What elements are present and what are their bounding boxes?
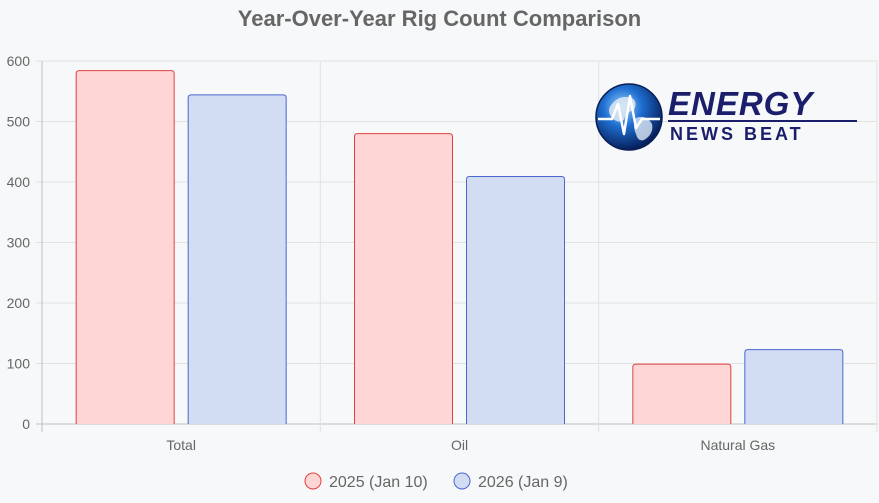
axes: 0 100 200 300 400 500 600 Total Oil Natural Gas [7,53,776,453]
bar-0-0[interactable] [75,70,175,424]
y-tick-label: 200 [7,295,31,311]
legend-swatch[interactable] [304,472,322,490]
legend: 2025 (Jan 10) 2026 (Jan 9) [304,472,568,491]
bar-0-1[interactable] [187,94,287,424]
x-tick-label: Oil [451,437,468,453]
bar-2-1[interactable] [744,349,844,424]
y-tick-label: 100 [7,356,31,372]
heartbeat-line-icon [598,94,660,136]
energy-news-beat-logo: ENERGY NEWS BEAT [595,83,857,151]
chart-title: Year-Over-Year Rig Count Comparison [237,6,642,31]
globe-icon [595,83,663,151]
y-tick-label: 300 [7,235,31,251]
bars [75,70,844,424]
legend-label[interactable]: 2026 (Jan 9) [478,474,568,491]
bar-1-1[interactable] [466,176,565,424]
x-tick-label: Total [166,437,196,453]
bar-1-0[interactable] [354,133,453,424]
y-tick-label: 0 [22,416,30,432]
legend-label[interactable]: 2025 (Jan 10) [329,474,428,491]
bar-2-0[interactable] [632,363,732,424]
y-tick-label: 400 [7,174,31,190]
y-tick-label: 500 [7,114,31,130]
legend-swatch[interactable] [453,472,471,490]
grid-lines [36,60,878,432]
x-tick-label: Natural Gas [700,437,775,453]
logo-line1: ENERGY [668,85,815,122]
logo-line2: NEWS BEAT [670,124,804,144]
y-tick-label: 600 [7,53,31,69]
